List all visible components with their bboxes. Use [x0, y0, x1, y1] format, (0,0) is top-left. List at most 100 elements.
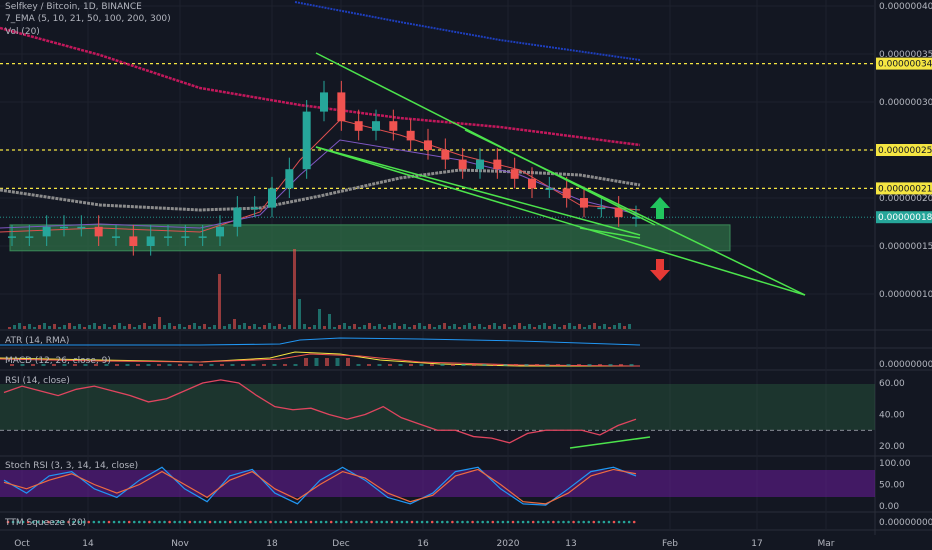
volume-bar: [443, 323, 446, 329]
level-price-label: 0.00000025: [878, 146, 932, 156]
volume-bar: [538, 325, 541, 329]
candle-body: [129, 236, 138, 246]
macd-histogram-bar: [31, 364, 35, 366]
candle-body: [476, 159, 484, 170]
macd-histogram-bar: [230, 364, 235, 366]
ema-legend[interactable]: 7_EMA (5, 10, 21, 50, 100, 200, 300): [5, 14, 171, 24]
macd-histogram-bar: [325, 358, 329, 366]
candle-body: [545, 188, 554, 190]
candle-body: [164, 236, 172, 238]
volume-bar: [613, 325, 616, 329]
volume-bar: [603, 324, 606, 329]
ttm-dot: [57, 520, 60, 524]
volume-bar: [408, 327, 411, 329]
macd-legend[interactable]: MACD (12, 26, close, 9): [5, 356, 111, 366]
atr-legend[interactable]: ATR (14, RMA): [5, 336, 70, 346]
macd-histogram-bar: [52, 364, 56, 366]
candle-body: [250, 207, 259, 210]
volume-bar: [388, 325, 391, 329]
ttm-dot: [31, 520, 35, 524]
candle-body: [632, 217, 640, 219]
volume-bar: [223, 326, 226, 329]
volume-bar: [508, 327, 511, 329]
ttm-dot: [380, 520, 384, 524]
ttm-dot: [602, 520, 606, 524]
candle-body: [94, 226, 103, 237]
ttm-dot: [319, 520, 323, 524]
rsi-legend[interactable]: RSI (14, close): [5, 376, 70, 386]
volume-bar: [238, 325, 241, 329]
volume-bar: [48, 326, 51, 329]
ttm-tick-label: 0.00000000: [879, 518, 932, 528]
macd-histogram-bar: [608, 364, 613, 366]
volume-bar: [398, 326, 401, 329]
ttm-dot: [117, 520, 121, 524]
volume-bar: [578, 324, 581, 329]
ttm-dot: [521, 520, 525, 524]
ttm-dot: [11, 520, 15, 524]
volume-bar: [593, 323, 596, 329]
macd-histogram-bar: [535, 364, 539, 366]
ttm-dot: [435, 520, 439, 524]
x-tick-label: 18: [266, 539, 278, 549]
ttm-dot: [67, 520, 70, 524]
ttm-dot: [6, 520, 10, 524]
stoch-legend[interactable]: Stoch RSI (3, 3, 14, 14, close): [5, 461, 139, 471]
volume-bar: [573, 326, 576, 329]
chart-title[interactable]: Selfkey / Bitcoin, 1D, BINANCE: [5, 2, 142, 12]
volume-bar: [318, 309, 321, 329]
ttm-dot: [516, 520, 520, 524]
volume-bar: [28, 324, 31, 329]
volume-bar: [558, 327, 561, 329]
volume-bar: [33, 327, 36, 329]
ttm-dot: [244, 520, 247, 524]
volume-bar: [73, 326, 76, 329]
volume-bar: [98, 326, 101, 329]
volume-bar: [588, 325, 591, 329]
ttm-dot: [158, 520, 161, 524]
ttm-dot: [62, 520, 65, 524]
macd-histogram-bar: [503, 364, 508, 366]
ttm-dot: [218, 520, 222, 524]
volume-bar: [468, 323, 471, 329]
rsi-tick-label: 40.00: [879, 411, 905, 421]
volume-bar: [88, 325, 91, 329]
ttm-dot: [350, 520, 353, 524]
candle-body: [320, 92, 328, 112]
volume-bar: [198, 326, 201, 329]
ttm-legend[interactable]: TTM Squeeze (20): [5, 518, 87, 528]
rsi-tick-label: 60.00: [879, 379, 905, 389]
macd-histogram-bar: [451, 364, 455, 366]
macd-histogram-bar: [556, 364, 560, 366]
macd-histogram-bar: [545, 364, 550, 366]
volume-bar: [13, 325, 16, 329]
volume-bar: [163, 325, 166, 329]
ttm-dot: [476, 520, 479, 524]
wedge-upper-extension: [464, 129, 806, 296]
volume-bar: [133, 327, 136, 329]
ttm-dot: [632, 520, 636, 524]
candle-body: [268, 188, 276, 208]
price-tick-label: 0.00000030: [879, 98, 932, 108]
ttm-dot: [122, 520, 126, 524]
volume-bar: [43, 323, 46, 329]
candle-body: [424, 140, 432, 150]
macd-histogram-bar: [314, 358, 319, 366]
ttm-dot: [138, 520, 141, 524]
macd-histogram-bar: [493, 364, 497, 366]
rsi-line: [3, 379, 637, 444]
ttm-dot: [400, 520, 404, 524]
ttm-dot: [228, 520, 232, 524]
volume-bar: [498, 326, 501, 329]
ttm-dot: [425, 520, 429, 524]
ttm-dot: [597, 520, 601, 524]
macd-histogram-bar: [262, 364, 266, 366]
volume-legend[interactable]: Vol (20): [5, 27, 40, 37]
ttm-dot: [279, 520, 283, 524]
volume-bar: [518, 323, 521, 329]
ttm-dot: [552, 520, 555, 524]
ttm-dot: [360, 520, 363, 524]
volume-bar: [553, 324, 556, 329]
